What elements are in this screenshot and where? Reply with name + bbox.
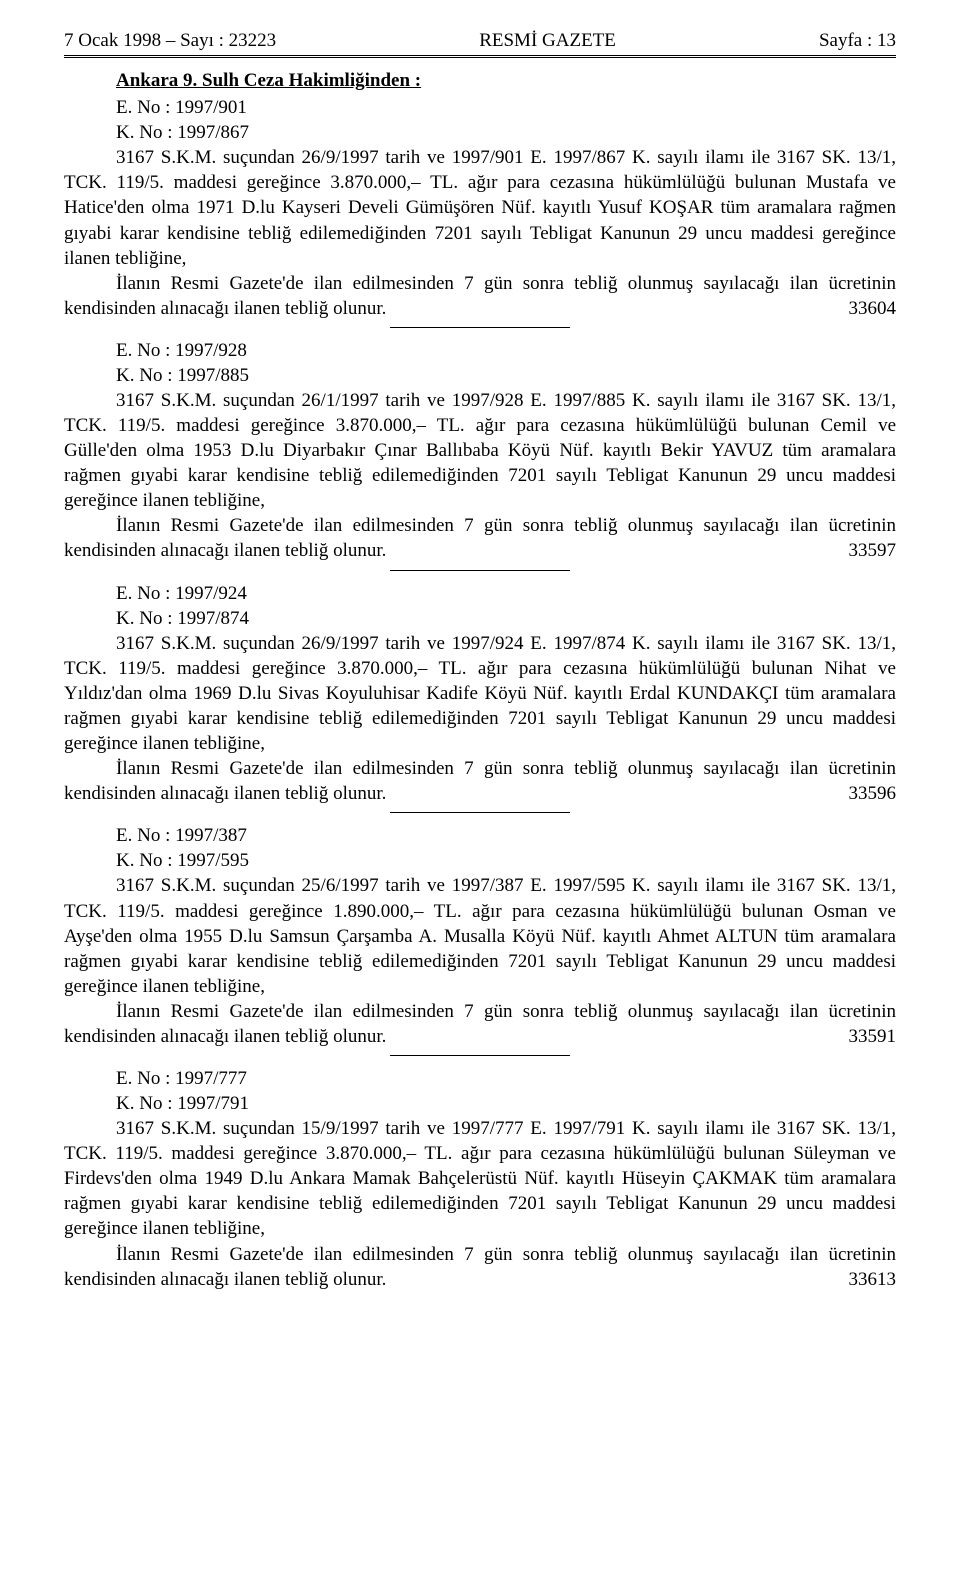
separator: [64, 327, 896, 328]
k-no: K. No : 1997/885: [116, 363, 896, 388]
k-no: K. No : 1997/874: [116, 606, 896, 631]
k-no: K. No : 1997/867: [116, 120, 896, 145]
header-right: Sayfa : 13: [819, 28, 896, 53]
reference-number: 33613: [797, 1267, 897, 1292]
closing-text: İlanın Resmi Gazete'de ilan edilmesinden…: [64, 1244, 896, 1290]
announcement-closing: İlanın Resmi Gazete'de ilan edilmesinden…: [64, 513, 896, 563]
e-no: E. No : 1997/387: [116, 823, 896, 848]
announcement-body: 3167 S.K.M. suçundan 25/6/1997 tarih ve …: [64, 873, 896, 998]
announcement-closing: İlanın Resmi Gazete'de ilan edilmesinden…: [64, 1242, 896, 1292]
k-no: K. No : 1997/595: [116, 848, 896, 873]
announcement: E. No : 1997/928 K. No : 1997/885 3167 S…: [64, 338, 896, 564]
k-no: K. No : 1997/791: [116, 1091, 896, 1116]
closing-text: İlanın Resmi Gazete'de ilan edilmesinden…: [64, 515, 896, 561]
e-no: E. No : 1997/928: [116, 338, 896, 363]
closing-text: İlanın Resmi Gazete'de ilan edilmesinden…: [64, 273, 896, 319]
header-center: RESMİ GAZETE: [479, 28, 616, 53]
reference-number: 33604: [797, 296, 897, 321]
announcement-closing: İlanın Resmi Gazete'de ilan edilmesinden…: [64, 271, 896, 321]
announcement-closing: İlanın Resmi Gazete'de ilan edilmesinden…: [64, 999, 896, 1049]
page-header: 7 Ocak 1998 – Sayı : 23223 RESMİ GAZETE …: [64, 28, 896, 58]
announcement-body: 3167 S.K.M. suçundan 26/9/1997 tarih ve …: [64, 145, 896, 270]
header-left: 7 Ocak 1998 – Sayı : 23223: [64, 28, 276, 53]
e-no: E. No : 1997/924: [116, 581, 896, 606]
announcement-body: 3167 S.K.M. suçundan 26/1/1997 tarih ve …: [64, 388, 896, 513]
e-no: E. No : 1997/777: [116, 1066, 896, 1091]
reference-number: 33596: [797, 781, 897, 806]
announcement: E. No : 1997/777 K. No : 1997/791 3167 S…: [64, 1066, 896, 1292]
announcement-closing: İlanın Resmi Gazete'de ilan edilmesinden…: [64, 756, 896, 806]
e-no: E. No : 1997/901: [116, 95, 896, 120]
announcement: E. No : 1997/901 K. No : 1997/867 3167 S…: [64, 95, 896, 321]
announcement: E. No : 1997/924 K. No : 1997/874 3167 S…: [64, 581, 896, 807]
reference-number: 33591: [797, 1024, 897, 1049]
closing-text: İlanın Resmi Gazete'de ilan edilmesinden…: [64, 1001, 896, 1047]
announcement-body: 3167 S.K.M. suçundan 15/9/1997 tarih ve …: [64, 1116, 896, 1241]
separator: [64, 1055, 896, 1056]
separator: [64, 570, 896, 571]
separator: [64, 812, 896, 813]
announcement-body: 3167 S.K.M. suçundan 26/9/1997 tarih ve …: [64, 631, 896, 756]
court-heading: Ankara 9. Sulh Ceza Hakimliğinden :: [116, 68, 896, 93]
page: 7 Ocak 1998 – Sayı : 23223 RESMİ GAZETE …: [0, 0, 960, 1574]
announcement: E. No : 1997/387 K. No : 1997/595 3167 S…: [64, 823, 896, 1049]
closing-text: İlanın Resmi Gazete'de ilan edilmesinden…: [64, 758, 896, 804]
reference-number: 33597: [797, 538, 897, 563]
